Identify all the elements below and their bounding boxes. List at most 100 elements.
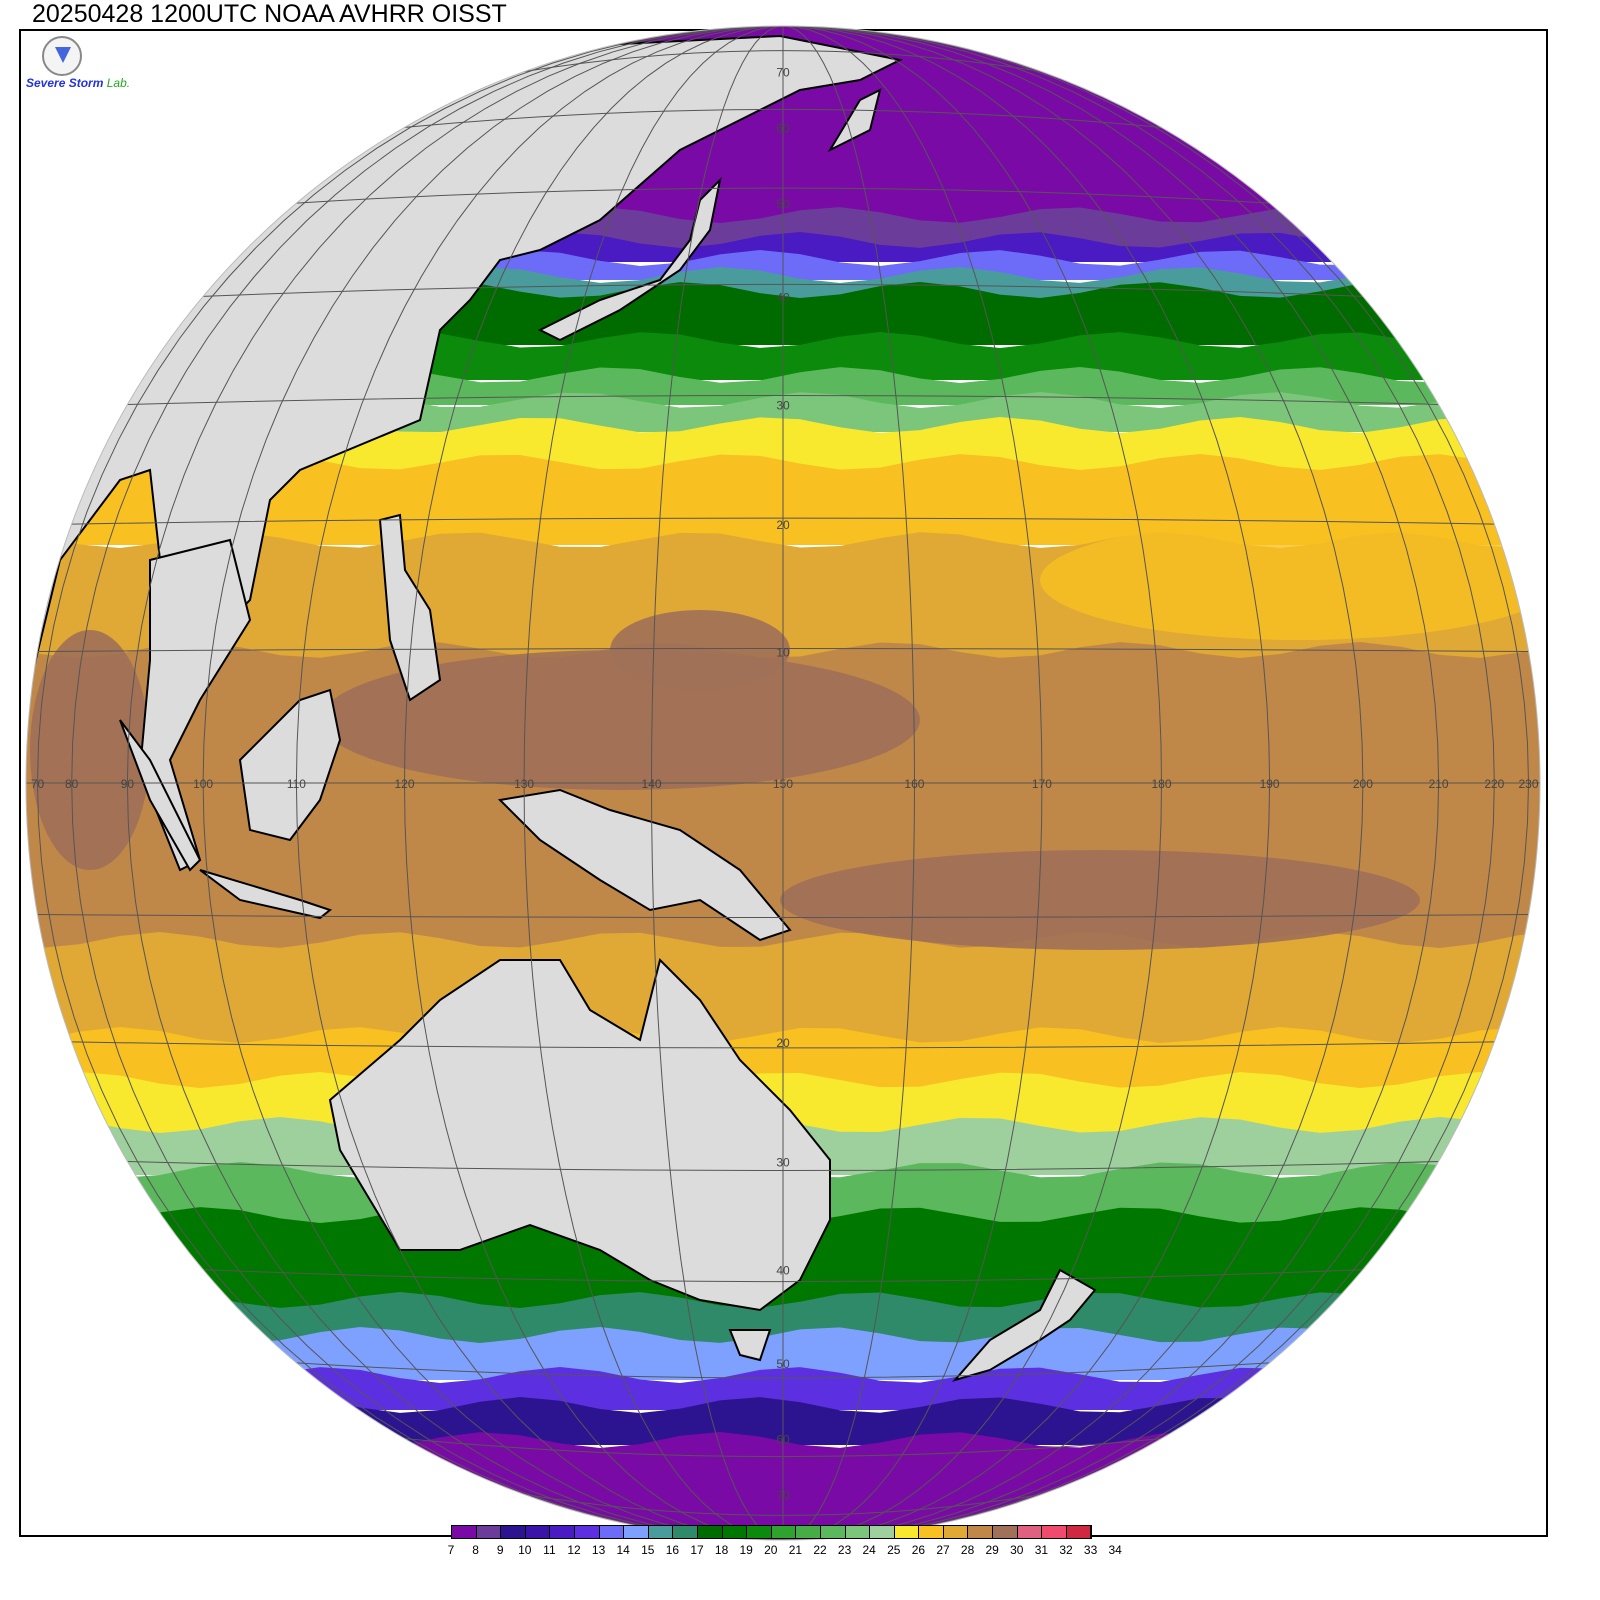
lon-label: 180 — [1151, 777, 1171, 791]
colorbar-tick-label: 14 — [616, 1543, 630, 1557]
land-japan — [537, 176, 722, 342]
colorbar-swatch — [747, 1526, 772, 1538]
colorbar-tick-label: 32 — [1059, 1543, 1073, 1557]
parallel-line — [404, 1438, 1162, 1458]
lon-label: 110 — [287, 777, 306, 791]
colorbar-swatch — [452, 1526, 477, 1538]
colorbar-swatch — [550, 1526, 575, 1538]
severe-storm-lab-logo: Severe Storm Lab. — [26, 34, 130, 94]
land-masses — [26, 34, 1097, 1540]
colorbar-tick-label: 24 — [862, 1543, 876, 1557]
colorbar-swatch — [771, 1526, 797, 1538]
colorbar-tick-label: 22 — [813, 1543, 827, 1557]
university-seal-icon — [42, 36, 82, 76]
lon-label: 220 — [1484, 777, 1504, 791]
sst-colorbar — [451, 1525, 1093, 1539]
colorbar-swatch — [673, 1526, 698, 1538]
colorbar-swatch — [1017, 1526, 1043, 1538]
colorbar-swatch — [993, 1526, 1018, 1538]
globe-outline — [25, 25, 1541, 1541]
sst-band — [26, 1397, 1540, 1445]
lat-label: 10 — [776, 646, 790, 660]
sst-warm-pool — [30, 630, 150, 870]
lon-label: 70 — [31, 777, 45, 791]
colorbar-swatch — [574, 1526, 600, 1538]
colorbar-tick-label: 20 — [764, 1543, 778, 1557]
lon-label: 230 — [1518, 777, 1538, 791]
parallel-line — [127, 395, 1439, 405]
parallel-line — [524, 50, 1042, 73]
colorbar-swatch — [796, 1526, 821, 1538]
lat-label: 60 — [776, 121, 790, 135]
colorbar-swatch — [943, 1526, 969, 1538]
graticule — [26, 26, 1540, 1540]
parallel-line — [524, 1493, 1042, 1516]
lat-label: 30 — [776, 399, 790, 413]
colorbar-tick-label: 16 — [665, 1543, 680, 1557]
lat-label: 20 — [776, 1036, 790, 1050]
colorbar-swatch — [599, 1526, 625, 1538]
lat-label: 30 — [776, 1156, 790, 1170]
lat-label: 40 — [776, 1264, 790, 1278]
colorbar-tick-label: 33 — [1083, 1543, 1098, 1557]
lon-label: 160 — [904, 777, 924, 791]
sst-patch — [1040, 520, 1540, 640]
lat-label: 50 — [776, 1357, 790, 1371]
colorbar-swatch — [624, 1526, 649, 1538]
lon-label: 120 — [394, 777, 414, 791]
colorbar-tick-label: 17 — [690, 1543, 704, 1557]
sst-warm-pool — [320, 650, 920, 790]
colorbar-tick-label: 23 — [837, 1543, 852, 1557]
colorbar-tick-label: 30 — [1010, 1543, 1024, 1557]
lon-label: 170 — [1032, 777, 1052, 791]
colorbar-tick-label: 10 — [518, 1543, 532, 1557]
lon-label: 200 — [1353, 777, 1373, 791]
lat-label: 60 — [776, 1433, 790, 1447]
colorbar-tick-label: 19 — [739, 1543, 753, 1557]
parallel-line — [127, 1161, 1439, 1171]
parallel-line — [37, 648, 1529, 653]
parallel-line — [203, 283, 1363, 297]
colorbar-tick-label: 26 — [911, 1543, 926, 1557]
parallel-line — [71, 517, 1495, 525]
lat-label: 50 — [776, 197, 790, 211]
colorbar-tick-label: 27 — [936, 1543, 950, 1557]
colorbar-tick-label: 7 — [447, 1543, 455, 1557]
colorbar-tick-label: 29 — [985, 1543, 999, 1557]
colorbar-swatch — [697, 1526, 723, 1538]
parallel-line — [404, 108, 1162, 128]
lon-label: 190 — [1260, 777, 1280, 791]
colorbar-swatch — [845, 1526, 871, 1538]
parallel-line — [296, 187, 1270, 204]
colorbar-tick-label: 21 — [788, 1543, 803, 1557]
colorbar-tick-label: 13 — [591, 1543, 606, 1557]
colorbar-swatch — [648, 1526, 674, 1538]
colorbar-swatch — [919, 1526, 944, 1538]
colorbar-swatch — [820, 1526, 846, 1538]
colorbar-swatch — [476, 1526, 502, 1538]
lat-label: 20 — [776, 518, 790, 532]
land-sumatra-java — [119, 719, 333, 920]
land-indochina — [138, 538, 252, 872]
land-borneo — [238, 688, 342, 842]
colorbar-tick-label: 31 — [1034, 1543, 1049, 1557]
colorbar-swatch — [968, 1526, 994, 1538]
lon-label: 150 — [773, 777, 793, 791]
sst-band — [26, 26, 1540, 240]
colorbar-tick-label: 11 — [543, 1543, 556, 1557]
graticule-labels: 70 80 90 100 110 120 130 140 150 160 170 180 190 200 2… — [31, 66, 1539, 1503]
colorbar-swatch — [722, 1526, 748, 1538]
colorbar-tick-label: 8 — [472, 1543, 479, 1557]
colorbar-tick-label: 28 — [960, 1543, 975, 1557]
lon-label: 100 — [193, 777, 213, 791]
logo-text: Severe Storm Lab. — [26, 76, 131, 90]
lat-label: 70 — [776, 1488, 790, 1502]
colorbar-tick-label: 18 — [714, 1543, 729, 1557]
lon-label: 90 — [121, 777, 135, 791]
lon-label: 80 — [65, 777, 79, 791]
colorbar-swatch — [501, 1526, 526, 1538]
land-kamchatka — [827, 88, 882, 153]
lat-label: 40 — [776, 290, 790, 304]
